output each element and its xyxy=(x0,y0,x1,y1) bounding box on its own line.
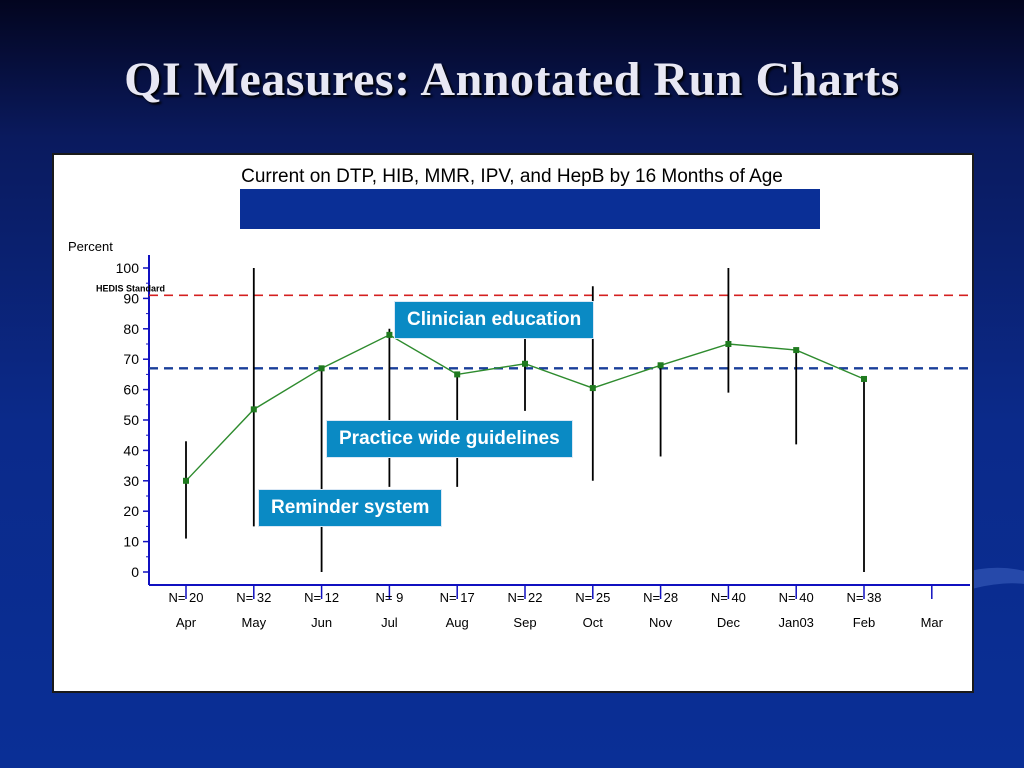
data-point xyxy=(386,331,393,338)
data-point xyxy=(589,385,596,392)
x-tick-label: May xyxy=(242,615,267,630)
n-count-label: N= 32 xyxy=(236,590,271,605)
slide-title: QI Measures: Annotated Run Charts xyxy=(124,53,900,106)
y-tick-label: 10 xyxy=(123,534,139,550)
x-tick-label: Nov xyxy=(649,615,673,630)
y-tick-label: 80 xyxy=(123,321,139,337)
chart-title: Current on DTP, HIB, MMR, IPV, and HepB … xyxy=(241,166,783,187)
data-point xyxy=(522,360,528,367)
data-point xyxy=(657,362,664,369)
n-count-label: N= 20 xyxy=(168,590,203,605)
y-tick-label: 20 xyxy=(123,503,139,519)
x-tick-label: Dec xyxy=(717,615,741,630)
n-count-label: N= 40 xyxy=(779,590,814,605)
data-point xyxy=(725,341,732,347)
chart-panel: Current on DTP, HIB, MMR, IPV, and HepB … xyxy=(52,153,974,693)
annotation-reminder-system: Reminder system xyxy=(258,489,443,527)
data-point xyxy=(250,406,257,413)
annotation-practice-guidelines: Practice wide guidelines xyxy=(326,420,573,458)
x-tick-label: Apr xyxy=(176,615,197,630)
run-chart: Current on DTP, HIB, MMR, IPV, and HepB … xyxy=(68,166,970,630)
n-count-label: N= 12 xyxy=(304,590,339,605)
n-count-label: N= 17 xyxy=(440,590,475,605)
x-tick-label: Feb xyxy=(853,615,875,630)
x-tick-label: Jul xyxy=(381,615,398,630)
data-point xyxy=(318,365,325,372)
reference-line-label: HEDIS Standard xyxy=(96,283,165,293)
x-tick-label: Aug xyxy=(446,615,469,630)
y-tick-label: 100 xyxy=(116,260,140,276)
data-point xyxy=(861,375,867,382)
data-point xyxy=(793,347,800,354)
n-count-label: N= 22 xyxy=(507,590,542,605)
data-point xyxy=(454,371,461,378)
x-tick-label: Jun xyxy=(311,615,332,630)
n-count-label: N= 38 xyxy=(846,590,881,605)
data-point xyxy=(183,477,189,484)
n-count-label: N= 28 xyxy=(643,590,678,605)
x-tick-label: Oct xyxy=(583,615,604,630)
x-tick-label: Mar xyxy=(921,615,944,630)
y-tick-label: 0 xyxy=(131,564,139,580)
x-tick-label: Jan03 xyxy=(778,615,813,630)
title-bar xyxy=(240,189,820,229)
n-count-label: N= 25 xyxy=(575,590,610,605)
annotation-clinician-education: Clinician education xyxy=(394,301,595,339)
y-tick-label: 90 xyxy=(123,290,139,306)
y-tick-label: 30 xyxy=(123,473,139,489)
y-tick-label: 60 xyxy=(123,382,139,398)
n-count-label: N= 40 xyxy=(711,590,746,605)
y-tick-label: 40 xyxy=(123,442,139,458)
n-count-label: N= 9 xyxy=(375,590,403,605)
y-tick-label: 50 xyxy=(123,412,139,428)
y-tick-label: 70 xyxy=(123,351,139,367)
x-tick-label: Sep xyxy=(513,615,536,630)
y-axis-label: Percent xyxy=(68,239,113,254)
